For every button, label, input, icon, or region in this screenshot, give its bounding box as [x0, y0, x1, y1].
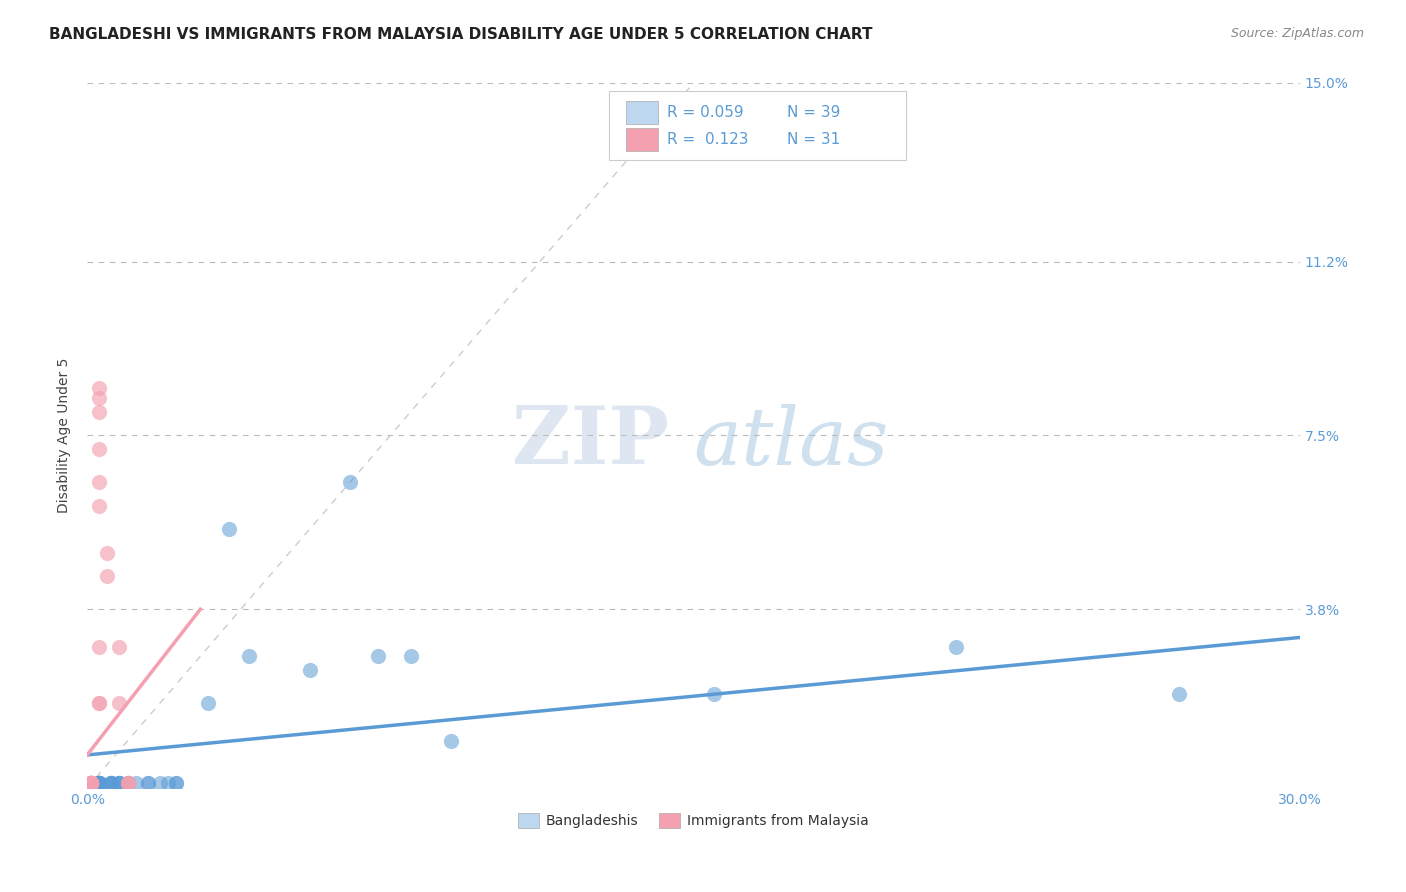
- Point: [117, 776, 139, 790]
- Text: R =  0.123: R = 0.123: [666, 132, 748, 147]
- Point: [339, 475, 361, 490]
- Point: [80, 776, 103, 790]
- Point: [117, 776, 139, 790]
- Point: [117, 776, 139, 790]
- Point: [89, 381, 111, 395]
- Point: [100, 776, 122, 790]
- Point: [80, 776, 103, 790]
- Point: [89, 776, 111, 790]
- Point: [165, 776, 187, 790]
- Point: [89, 776, 111, 790]
- Point: [89, 499, 111, 513]
- Point: [89, 640, 111, 654]
- Point: [945, 640, 967, 654]
- Point: [89, 696, 111, 710]
- Text: Source: ZipAtlas.com: Source: ZipAtlas.com: [1230, 27, 1364, 40]
- Point: [80, 776, 103, 790]
- FancyBboxPatch shape: [626, 102, 658, 124]
- Point: [80, 776, 103, 790]
- Point: [136, 776, 159, 790]
- Point: [108, 696, 131, 710]
- Point: [108, 776, 131, 790]
- Point: [1167, 687, 1189, 701]
- Text: BANGLADESHI VS IMMIGRANTS FROM MALAYSIA DISABILITY AGE UNDER 5 CORRELATION CHART: BANGLADESHI VS IMMIGRANTS FROM MALAYSIA …: [49, 27, 873, 42]
- Point: [117, 776, 139, 790]
- Point: [100, 776, 122, 790]
- Point: [89, 776, 111, 790]
- Point: [149, 776, 172, 790]
- Point: [96, 569, 118, 583]
- Point: [440, 734, 463, 748]
- Point: [108, 776, 131, 790]
- Point: [80, 776, 103, 790]
- Point: [156, 776, 179, 790]
- Point: [80, 776, 103, 790]
- Point: [89, 391, 111, 405]
- Legend: Bangladeshis, Immigrants from Malaysia: Bangladeshis, Immigrants from Malaysia: [513, 808, 875, 834]
- Point: [89, 776, 111, 790]
- Point: [80, 776, 103, 790]
- Point: [100, 776, 122, 790]
- FancyBboxPatch shape: [609, 91, 905, 161]
- Point: [96, 546, 118, 560]
- Text: atlas: atlas: [693, 404, 889, 481]
- Point: [108, 776, 131, 790]
- Point: [136, 776, 159, 790]
- Point: [100, 776, 122, 790]
- Point: [108, 776, 131, 790]
- Text: N = 39: N = 39: [787, 105, 841, 120]
- FancyBboxPatch shape: [626, 128, 658, 151]
- Y-axis label: Disability Age Under 5: Disability Age Under 5: [58, 358, 72, 513]
- Point: [80, 776, 103, 790]
- Point: [89, 776, 111, 790]
- Point: [89, 776, 111, 790]
- Point: [80, 776, 103, 790]
- Text: N = 31: N = 31: [787, 132, 841, 147]
- Point: [80, 776, 103, 790]
- Point: [89, 776, 111, 790]
- Point: [703, 687, 725, 701]
- Point: [108, 640, 131, 654]
- Point: [80, 776, 103, 790]
- Point: [80, 776, 103, 790]
- Text: ZIP: ZIP: [512, 403, 669, 482]
- Point: [197, 696, 219, 710]
- Point: [399, 649, 422, 664]
- Point: [100, 776, 122, 790]
- Point: [238, 649, 260, 664]
- Point: [117, 776, 139, 790]
- Text: R = 0.059: R = 0.059: [666, 105, 744, 120]
- Point: [89, 776, 111, 790]
- Point: [89, 696, 111, 710]
- Point: [367, 649, 389, 664]
- Point: [218, 522, 240, 536]
- Point: [80, 776, 103, 790]
- Point: [89, 776, 111, 790]
- Point: [89, 405, 111, 419]
- Point: [89, 475, 111, 490]
- Point: [80, 776, 103, 790]
- Point: [165, 776, 187, 790]
- Point: [89, 776, 111, 790]
- Point: [89, 442, 111, 457]
- Point: [298, 664, 321, 678]
- Point: [124, 776, 146, 790]
- Point: [80, 776, 103, 790]
